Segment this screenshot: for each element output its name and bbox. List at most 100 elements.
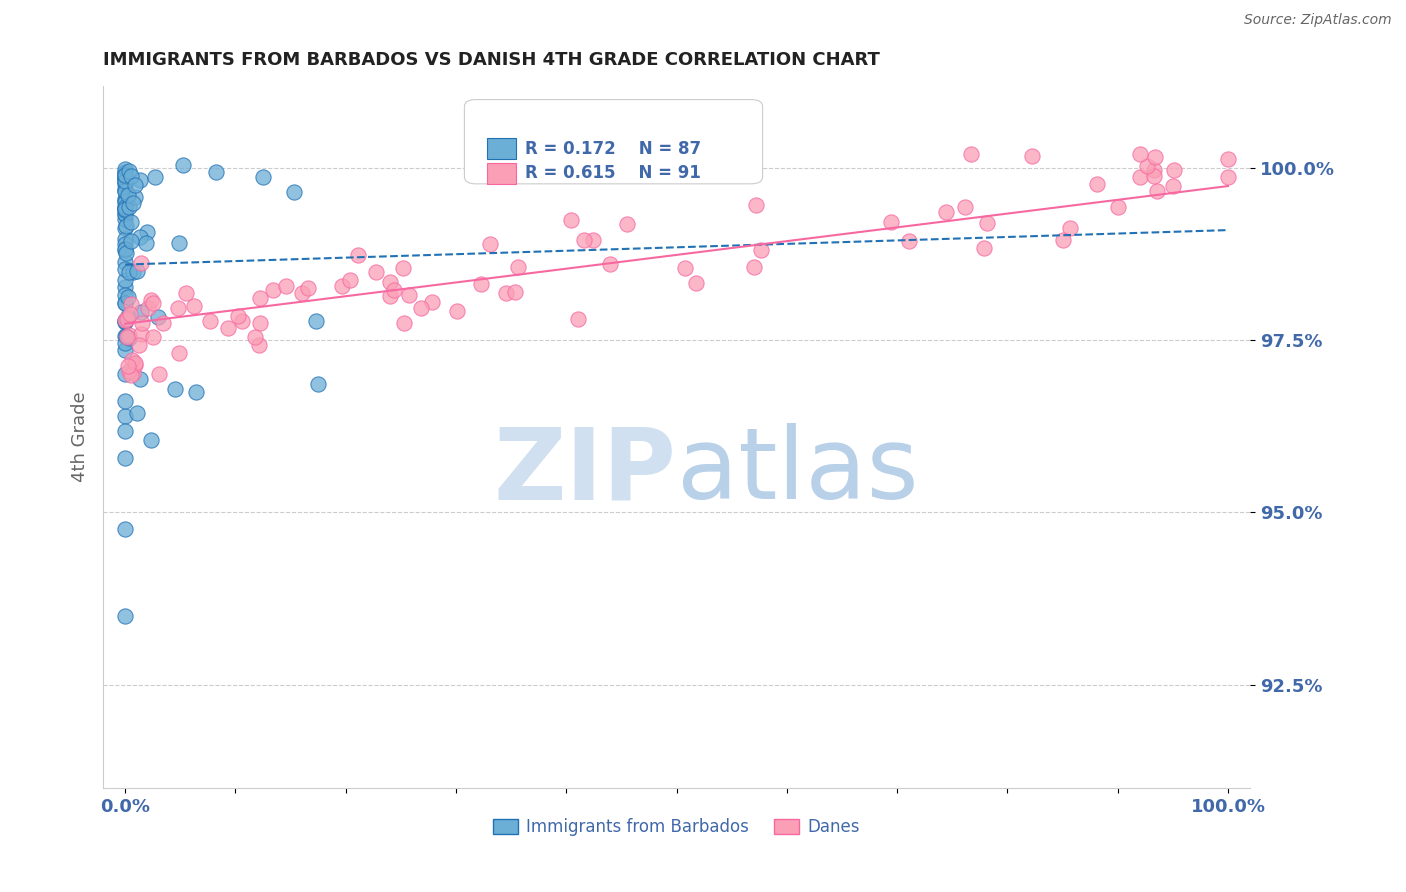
Text: atlas: atlas bbox=[676, 424, 918, 520]
Immigrants from Barbados bbox=[283, 185, 305, 199]
Immigrants from Barbados bbox=[127, 263, 149, 277]
Text: R = 0.615    N = 91: R = 0.615 N = 91 bbox=[526, 164, 702, 182]
Danes bbox=[117, 359, 139, 374]
Danes bbox=[141, 293, 163, 307]
Danes bbox=[291, 286, 314, 301]
Danes bbox=[1146, 184, 1168, 198]
Immigrants from Barbados bbox=[129, 173, 152, 187]
Immigrants from Barbados bbox=[114, 315, 136, 329]
Danes bbox=[142, 295, 165, 310]
Danes bbox=[420, 294, 443, 309]
Danes bbox=[1129, 169, 1152, 184]
Immigrants from Barbados bbox=[114, 313, 136, 327]
Immigrants from Barbados bbox=[115, 246, 138, 260]
Danes bbox=[880, 215, 903, 229]
Danes bbox=[898, 235, 921, 249]
Danes bbox=[330, 279, 353, 293]
Danes bbox=[217, 320, 239, 334]
Immigrants from Barbados bbox=[172, 158, 194, 172]
Immigrants from Barbados bbox=[114, 409, 136, 423]
Danes bbox=[744, 198, 766, 212]
Danes bbox=[572, 233, 595, 247]
Immigrants from Barbados bbox=[114, 288, 136, 302]
Immigrants from Barbados bbox=[117, 187, 139, 202]
Danes bbox=[960, 147, 983, 161]
Danes bbox=[973, 240, 995, 254]
Immigrants from Barbados bbox=[114, 608, 136, 623]
Danes bbox=[1144, 150, 1167, 164]
Immigrants from Barbados bbox=[129, 230, 152, 244]
Immigrants from Barbados bbox=[252, 169, 274, 184]
Danes bbox=[114, 313, 136, 327]
Immigrants from Barbados bbox=[114, 177, 136, 191]
Immigrants from Barbados bbox=[114, 425, 136, 439]
Danes bbox=[120, 307, 142, 321]
Immigrants from Barbados bbox=[114, 169, 136, 183]
Immigrants from Barbados bbox=[117, 290, 139, 304]
Danes bbox=[1052, 233, 1074, 247]
Immigrants from Barbados bbox=[114, 202, 136, 216]
Danes bbox=[506, 260, 529, 274]
Immigrants from Barbados bbox=[114, 168, 136, 182]
Immigrants from Barbados bbox=[114, 207, 136, 221]
Immigrants from Barbados bbox=[114, 280, 136, 294]
Danes bbox=[599, 257, 621, 271]
FancyBboxPatch shape bbox=[464, 100, 762, 184]
Danes bbox=[124, 358, 146, 372]
Immigrants from Barbados bbox=[114, 450, 136, 465]
Danes bbox=[120, 297, 142, 311]
Danes bbox=[479, 236, 502, 251]
Danes bbox=[560, 212, 582, 227]
Immigrants from Barbados bbox=[114, 211, 136, 226]
Y-axis label: 4th Grade: 4th Grade bbox=[72, 392, 89, 482]
Danes bbox=[976, 216, 998, 230]
Danes bbox=[276, 279, 298, 293]
Danes bbox=[1143, 162, 1166, 177]
Danes bbox=[382, 283, 405, 297]
Immigrants from Barbados bbox=[114, 243, 136, 257]
Immigrants from Barbados bbox=[120, 215, 142, 229]
Immigrants from Barbados bbox=[163, 382, 186, 396]
Danes bbox=[121, 352, 143, 367]
Danes bbox=[378, 289, 401, 303]
Danes bbox=[1059, 220, 1081, 235]
Immigrants from Barbados bbox=[120, 234, 142, 248]
Danes bbox=[1107, 200, 1129, 214]
Immigrants from Barbados bbox=[114, 182, 136, 196]
Immigrants from Barbados bbox=[114, 296, 136, 310]
Immigrants from Barbados bbox=[114, 171, 136, 186]
Danes bbox=[129, 255, 152, 269]
Danes bbox=[935, 204, 957, 219]
Text: IMMIGRANTS FROM BARBADOS VS DANISH 4TH GRADE CORRELATION CHART: IMMIGRANTS FROM BARBADOS VS DANISH 4TH G… bbox=[103, 51, 880, 69]
Danes bbox=[231, 313, 253, 327]
Danes bbox=[136, 301, 159, 315]
Immigrants from Barbados bbox=[121, 195, 143, 210]
Immigrants from Barbados bbox=[114, 184, 136, 198]
Danes bbox=[249, 316, 271, 330]
Immigrants from Barbados bbox=[114, 170, 136, 185]
Immigrants from Barbados bbox=[114, 296, 136, 310]
Danes bbox=[364, 265, 387, 279]
Danes bbox=[115, 311, 138, 326]
Immigrants from Barbados bbox=[122, 265, 145, 279]
Bar bbox=[488, 138, 516, 160]
Danes bbox=[148, 367, 170, 381]
Immigrants from Barbados bbox=[114, 367, 136, 381]
Danes bbox=[1085, 177, 1108, 191]
Immigrants from Barbados bbox=[120, 169, 142, 183]
Danes bbox=[167, 346, 190, 360]
Danes bbox=[1021, 149, 1043, 163]
Danes bbox=[616, 218, 638, 232]
Text: Source: ZipAtlas.com: Source: ZipAtlas.com bbox=[1244, 13, 1392, 28]
Danes bbox=[470, 277, 492, 291]
Danes bbox=[1136, 159, 1159, 173]
Immigrants from Barbados bbox=[114, 202, 136, 216]
Danes bbox=[398, 288, 420, 302]
Immigrants from Barbados bbox=[114, 219, 136, 233]
Danes bbox=[953, 200, 976, 214]
Immigrants from Barbados bbox=[114, 166, 136, 180]
Immigrants from Barbados bbox=[124, 190, 146, 204]
Immigrants from Barbados bbox=[117, 265, 139, 279]
Danes bbox=[115, 330, 138, 344]
Danes bbox=[183, 299, 205, 313]
